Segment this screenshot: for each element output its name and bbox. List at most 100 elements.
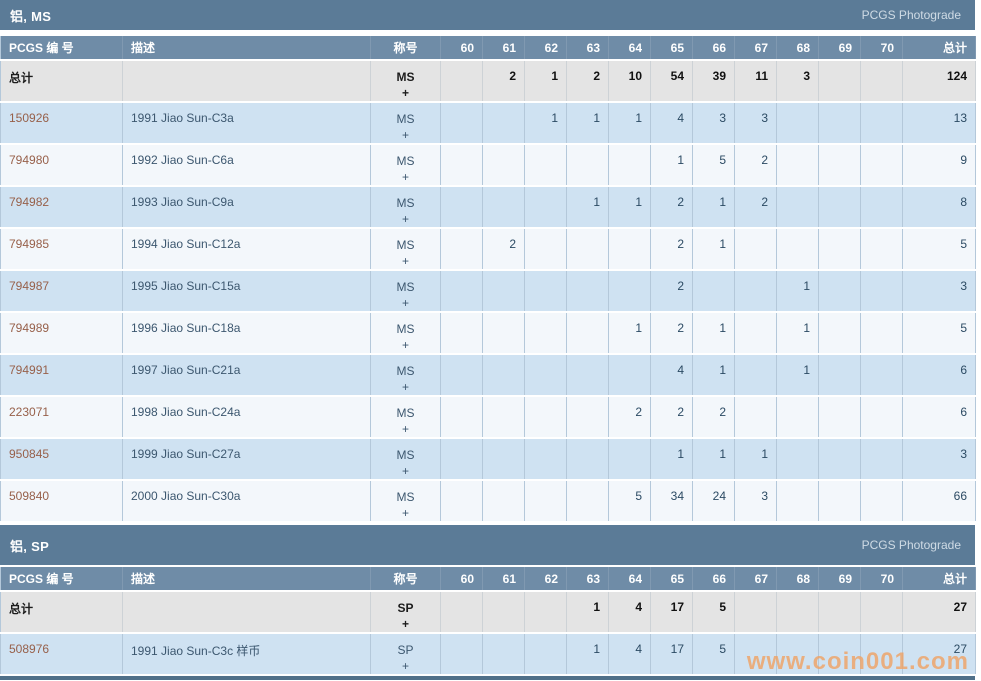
grade-cell-67: 1 xyxy=(734,438,777,481)
pcgs-number-link[interactable]: 223071 xyxy=(9,405,50,419)
grade-cell-65: 2 xyxy=(650,312,693,355)
designation-cell: MS + xyxy=(370,228,441,271)
grade-cell-60 xyxy=(440,480,483,523)
column-header-designation: 称号 xyxy=(370,36,441,61)
total-row-description xyxy=(122,60,371,103)
pcgs-number-link[interactable]: 794989 xyxy=(9,321,50,335)
designation-plus: + xyxy=(401,506,409,520)
total-row: 总计 MS +2 1 2 10 54 39 11 3 124 xyxy=(0,60,976,103)
total-grade-60 xyxy=(440,60,483,103)
grade-cell-69 xyxy=(818,633,861,676)
grade-cell-68 xyxy=(776,633,819,676)
grade-cell-67: 3 xyxy=(734,102,777,145)
column-header-grade-67: 67 xyxy=(734,36,777,61)
pcgs-number-link[interactable]: 794980 xyxy=(9,153,50,167)
grade-cell-66: 1 xyxy=(692,438,735,481)
total-grade-66: 39 xyxy=(692,60,735,103)
pcgs-number-link[interactable]: 794985 xyxy=(9,237,50,251)
table-body-sp: 总计 SP +1 4 17 5 27 508976 1991 Jiao Sun-C3c 样币 SP… xyxy=(0,591,976,676)
grade-cell-66: 24 xyxy=(692,480,735,523)
designation-cell: SP + xyxy=(370,633,441,676)
column-header-designation: 称号 xyxy=(370,567,441,592)
grade-cell-65: 2 xyxy=(650,270,693,313)
total-grade-61 xyxy=(482,591,525,634)
grade-cell-68: 1 xyxy=(776,312,819,355)
table-row: 794985 1994 Jiao Sun-C12a MS +2 2 1 5 xyxy=(0,228,976,271)
row-total-cell: 9 xyxy=(902,144,976,187)
grade-cell-63: 1 xyxy=(566,102,609,145)
designation-label: MS xyxy=(396,490,415,504)
designation-plus: + xyxy=(401,338,409,352)
column-header-grade-68: 68 xyxy=(776,36,819,61)
grade-cell-60 xyxy=(440,186,483,229)
designation-plus: + xyxy=(401,296,409,310)
table-row: 794987 1995 Jiao Sun-C15a MS +2 1 3 xyxy=(0,270,976,313)
total-row-label: 总计 xyxy=(0,60,123,103)
grade-cell-65: 34 xyxy=(650,480,693,523)
grade-cell-62 xyxy=(524,633,567,676)
designation-plus: + xyxy=(401,422,409,436)
column-header-number: PCGS 编 号 xyxy=(0,567,123,592)
grade-cell-60 xyxy=(440,144,483,187)
grade-cell-69 xyxy=(818,312,861,355)
designation-label: MS xyxy=(396,406,415,420)
table-header-ms: PCGS 编 号描述 称号 60 61 62 63 64 65 66 67 68 69 70 总计 xyxy=(0,36,976,61)
description-cell: 1996 Jiao Sun-C18a xyxy=(122,312,371,355)
section-titlebar-sp: 铝, SP PCGS Photograde xyxy=(0,525,975,565)
column-header-grade-70: 70 xyxy=(860,36,903,61)
designation-label: MS xyxy=(396,280,415,294)
grade-cell-67 xyxy=(734,228,777,271)
photograde-label-ms: PCGS Photograde xyxy=(861,8,961,22)
total-row-label: 总计 xyxy=(0,591,123,634)
pcgs-number-link[interactable]: 794982 xyxy=(9,195,50,209)
designation-label: SP xyxy=(397,643,414,657)
grade-cell-69 xyxy=(818,144,861,187)
pcgs-number-link[interactable]: 508976 xyxy=(9,642,50,656)
grade-cell-70 xyxy=(860,228,903,271)
table-row: 794989 1996 Jiao Sun-C18a MS +1 2 1 1 5 xyxy=(0,312,976,355)
grade-cell-67 xyxy=(734,312,777,355)
designation-cell: MS + xyxy=(370,438,441,481)
grade-cell-62: 1 xyxy=(524,102,567,145)
total-grade-62: 1 xyxy=(524,60,567,103)
grade-cell-63 xyxy=(566,312,609,355)
grade-cell-70 xyxy=(860,354,903,397)
table-row: 950845 1999 Jiao Sun-C27a MS +1 1 1 3 xyxy=(0,438,976,481)
table-body-ms: 总计 MS +2 1 2 10 54 39 11 3 124 150926 1991 Jiao Sun-… xyxy=(0,60,976,523)
grade-cell-60 xyxy=(440,102,483,145)
table-row: 223071 1998 Jiao Sun-C24a MS +2 2 2 6 xyxy=(0,396,976,439)
column-header-grade-62: 62 xyxy=(524,567,567,592)
pcgs-number-link[interactable]: 950845 xyxy=(9,447,50,461)
grade-cell-64: 1 xyxy=(608,102,651,145)
grade-cell-63 xyxy=(566,270,609,313)
column-header-grade-61: 61 xyxy=(482,36,525,61)
grade-cell-67 xyxy=(734,396,777,439)
section-ms: 铝, MS PCGS Photograde PCGS 编 号描述 称号 60 61 62… xyxy=(0,0,976,523)
grade-cell-68 xyxy=(776,228,819,271)
grade-cell-62 xyxy=(524,480,567,523)
pcgs-number-link[interactable]: 509840 xyxy=(9,489,50,503)
pcgs-number-link[interactable]: 794991 xyxy=(9,363,50,377)
column-header-grade-66: 66 xyxy=(692,36,735,61)
grade-cell-69 xyxy=(818,354,861,397)
pcgs-number-cell: 794980 xyxy=(0,144,123,187)
grade-cell-61 xyxy=(482,270,525,313)
column-header-grade-68: 68 xyxy=(776,567,819,592)
photograde-label-sp: PCGS Photograde xyxy=(861,538,961,552)
pcgs-number-cell: 794989 xyxy=(0,312,123,355)
population-table-sp: PCGS 编 号描述 称号 60 61 62 63 64 65 66 67 68 69 70 总计 总计 S… xyxy=(0,567,976,676)
pcgs-number-cell: 223071 xyxy=(0,396,123,439)
pcgs-number-link[interactable]: 794987 xyxy=(9,279,50,293)
grade-cell-65: 2 xyxy=(650,228,693,271)
grade-cell-60 xyxy=(440,633,483,676)
pcgs-number-link[interactable]: 150926 xyxy=(9,111,50,125)
grade-cell-62 xyxy=(524,438,567,481)
column-header-grade-61: 61 xyxy=(482,567,525,592)
designation-cell: MS + xyxy=(370,396,441,439)
grade-cell-65: 1 xyxy=(650,144,693,187)
grade-cell-65: 2 xyxy=(650,396,693,439)
grade-cell-64: 5 xyxy=(608,480,651,523)
designation-cell: MS + xyxy=(370,144,441,187)
grade-cell-67 xyxy=(734,633,777,676)
total-grade-68: 3 xyxy=(776,60,819,103)
